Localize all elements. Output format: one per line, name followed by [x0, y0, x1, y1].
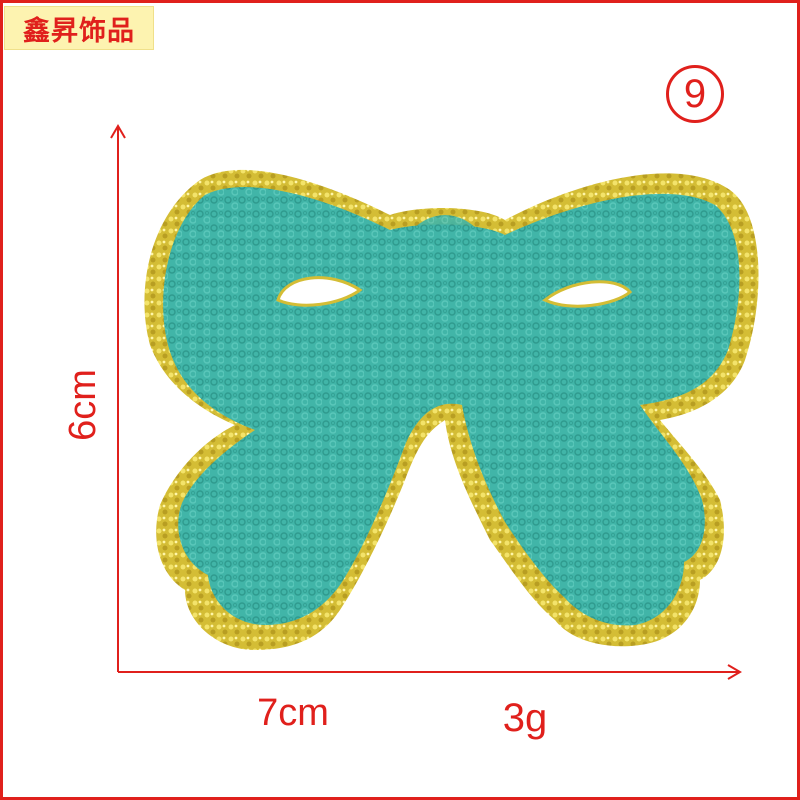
- width-label: 7cm: [257, 692, 329, 734]
- bow-knot: [390, 215, 500, 365]
- width-arrow-head: [727, 664, 742, 680]
- item-number-badge: 9: [666, 65, 724, 123]
- brand-label: 鑫昇饰品: [23, 15, 135, 47]
- item-number-label: 9: [683, 72, 707, 116]
- weight-label: 3g: [502, 696, 548, 740]
- bow-hole-right: [542, 280, 633, 308]
- brand-logo: 鑫昇饰品: [4, 6, 154, 50]
- height-label: 6cm: [62, 369, 104, 441]
- bow-hole-left: [276, 276, 363, 307]
- height-arrow-head: [110, 124, 126, 139]
